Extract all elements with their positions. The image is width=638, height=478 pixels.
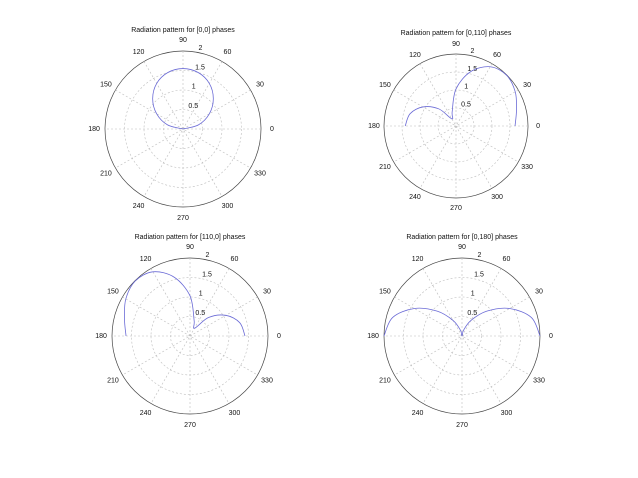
angle-tick-label: 120 [133, 49, 145, 56]
grid-circle [124, 70, 242, 188]
plot-title: Radiation pattern for [110,0] phases [135, 234, 246, 241]
radius-tick-label: 1 [471, 291, 475, 298]
angle-tick-label: 300 [491, 194, 503, 201]
angle-tick-label: 60 [224, 49, 232, 56]
radius-tick-label: 1.5 [467, 66, 477, 73]
radius-tick-label: 0.5 [467, 310, 477, 317]
angle-tick-label: 330 [261, 377, 273, 384]
angle-tick-label: 300 [222, 203, 234, 210]
grid-circle [403, 277, 521, 395]
angle-tick-label: 30 [256, 81, 264, 88]
angle-tick-label: 180 [368, 123, 380, 130]
angle-tick-label: 0 [536, 123, 540, 130]
angle-tick-label: 210 [379, 164, 391, 171]
polar-plot-2: 0 30 60 90 120 150 180 210 240 270 300 330 0.5 1 1.5 2 R… [368, 30, 540, 212]
angle-tick-label: 120 [140, 256, 152, 263]
angle-tick-label: 240 [140, 410, 152, 417]
angle-tick-label: 180 [95, 333, 107, 340]
angle-tick-label: 30 [263, 288, 271, 295]
angle-tick-label: 210 [107, 377, 119, 384]
angle-tick-label: 240 [133, 203, 145, 210]
angle-tick-label: 150 [379, 288, 391, 295]
radius-tick-label: 1 [199, 291, 203, 298]
angle-tick-label: 30 [523, 82, 531, 89]
grid-spoke [122, 296, 258, 376]
polar-plot-3: 0 30 60 90 120 150 180 210 240 270 300 330 0.5 1 1.5 2 R… [95, 234, 281, 429]
angle-tick-label: 270 [450, 205, 462, 212]
angle-tick-label: 270 [177, 215, 189, 222]
angle-tick-label: 210 [379, 377, 391, 384]
radius-tick-label: 1 [192, 84, 196, 91]
plot-title: Radiation pattern for [0,110] phases [401, 30, 512, 37]
angle-tick-label: 90 [186, 244, 194, 251]
radiation-pattern-line [383, 307, 541, 337]
radius-tick-label: 0.5 [188, 103, 198, 110]
angle-tick-label: 60 [503, 256, 511, 263]
radiation-pattern-line [152, 68, 214, 130]
angle-tick-label: 90 [179, 37, 187, 44]
angle-tick-label: 150 [107, 288, 119, 295]
grid-spoke [393, 89, 519, 163]
radius-tick-label: 2 [206, 252, 210, 259]
angle-tick-label: 330 [533, 377, 545, 384]
plot-title: Radiation pattern for [0,0] phases [131, 27, 235, 34]
angle-tick-label: 300 [229, 410, 241, 417]
radius-tick-label: 2 [471, 48, 475, 55]
angle-tick-label: 240 [412, 410, 424, 417]
angle-tick-label: 330 [254, 170, 266, 177]
angle-tick-label: 180 [367, 333, 379, 340]
grid-circle [131, 277, 249, 395]
angle-tick-label: 300 [501, 410, 513, 417]
polar-plot-1: 0 30 60 90 120 150 180 210 240 270 300 330 0.5 1 1.5 2 R… [88, 27, 274, 222]
angle-tick-label: 60 [231, 256, 239, 263]
angle-tick-label: 90 [452, 41, 460, 48]
angle-tick-label: 30 [535, 288, 543, 295]
plot-title: Radiation pattern for [0,180] phases [406, 234, 518, 241]
radiation-pattern-line [124, 271, 246, 337]
radius-tick-label: 0.5 [195, 310, 205, 317]
angle-tick-label: 120 [409, 52, 421, 59]
angle-tick-label: 240 [409, 194, 421, 201]
polar-plot-4: 0 30 60 90 120 150 180 210 240 270 300 330 0.5 1 1.5 2 R… [367, 234, 553, 429]
angle-tick-label: 180 [88, 126, 100, 133]
angle-tick-label: 120 [412, 256, 424, 263]
angle-tick-label: 150 [379, 82, 391, 89]
radius-tick-label: 2 [478, 252, 482, 259]
radius-tick-label: 1.5 [202, 271, 212, 278]
angle-tick-label: 0 [270, 126, 274, 133]
angle-tick-label: 270 [184, 422, 196, 429]
angle-tick-label: 270 [456, 422, 468, 429]
radius-tick-label: 0.5 [461, 101, 471, 108]
radius-tick-label: 1.5 [195, 64, 205, 71]
angle-tick-label: 330 [521, 164, 533, 171]
angle-tick-label: 150 [100, 81, 112, 88]
angle-tick-label: 90 [458, 244, 466, 251]
angle-tick-label: 60 [493, 52, 501, 59]
radius-tick-label: 1.5 [474, 271, 484, 278]
radiation-pattern-line [404, 66, 517, 127]
angle-tick-label: 0 [277, 333, 281, 340]
angle-tick-label: 210 [100, 170, 112, 177]
radius-tick-label: 2 [199, 45, 203, 52]
angle-tick-label: 0 [549, 333, 553, 340]
radius-tick-label: 1 [464, 84, 468, 91]
